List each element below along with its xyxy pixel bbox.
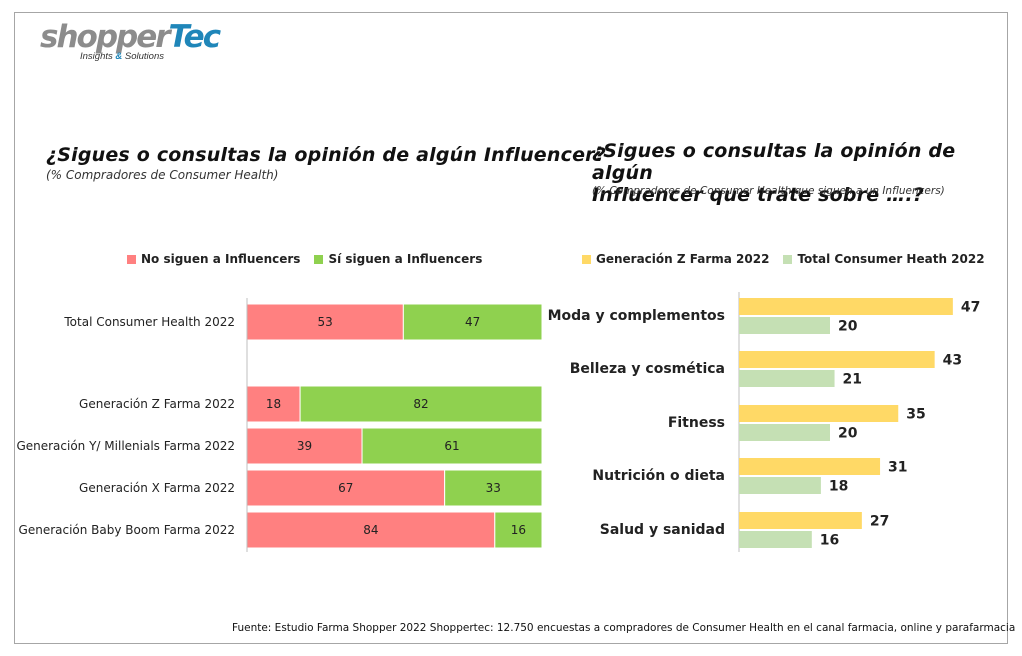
legend-label-total: Total Consumer Heath 2022: [797, 252, 985, 266]
left-chart-title: ¿Sigues o consultas la opinión de algún …: [46, 144, 606, 166]
legend-item-no-siguen: No siguen a Influencers: [127, 252, 300, 266]
logo-tagline-2: Solutions: [122, 51, 164, 62]
legend-swatch-gen-z: [582, 254, 591, 264]
shoppertec-logo: shopperTec Insights & Solutions: [40, 19, 222, 62]
legend-item-total: Total Consumer Heath 2022: [783, 252, 985, 266]
right-chart-legend: Generación Z Farma 2022 Total Consumer H…: [582, 252, 999, 266]
right-chart-title-line1: ¿Sigues o consultas la opinión de algún: [592, 140, 956, 184]
right-chart-title: ¿Sigues o consultas la opinión de algún …: [592, 140, 1022, 206]
right-chart-subtitle: (% Compradores de Consumer Health que si…: [592, 185, 945, 197]
legend-label-si-siguen: Sí siguen a Influencers: [328, 252, 483, 266]
legend-label-gen-z: Generación Z Farma 2022: [596, 252, 770, 266]
logo-tagline-amp: &: [115, 51, 123, 62]
legend-label-no-siguen: No siguen a Influencers: [141, 252, 301, 266]
chart-frame: [14, 12, 1008, 644]
logo-brand-tec: Tec: [168, 19, 222, 55]
legend-swatch-total: [783, 254, 793, 264]
source-note: Fuente: Estudio Farma Shopper 2022 Shopp…: [232, 622, 1016, 634]
legend-item-si-siguen: Sí siguen a Influencers: [314, 252, 482, 266]
legend-item-gen-z: Generación Z Farma 2022: [582, 252, 769, 266]
logo-tagline-1: Insights: [80, 51, 116, 62]
right-chart-title-line2: Influencer que trate sobre ….?: [592, 184, 925, 206]
left-chart-legend: No siguen a Influencers Sí siguen a Infl…: [127, 252, 496, 266]
legend-swatch-si-siguen: [314, 254, 324, 264]
logo-brand-shopper: shopper: [40, 19, 171, 55]
legend-swatch-no-siguen: [127, 254, 136, 264]
left-chart-subtitle: (% Compradores de Consumer Health): [46, 168, 279, 182]
